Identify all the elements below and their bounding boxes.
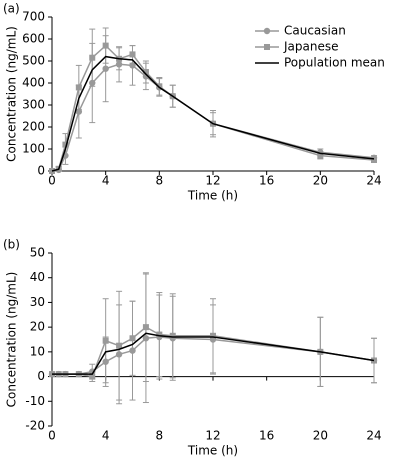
point <box>102 42 109 49</box>
x-tick-label: 24 <box>366 429 381 443</box>
y-axis-label: Concentration (ng/mL) <box>5 26 19 162</box>
point <box>62 141 69 148</box>
point <box>75 108 83 115</box>
point <box>317 152 324 159</box>
legend-marker <box>263 27 271 35</box>
point <box>169 332 176 339</box>
y-tick-label: -20 <box>25 419 45 433</box>
x-tick-label: 8 <box>156 174 164 188</box>
point <box>371 157 377 163</box>
y-tick-label: 700 <box>22 10 45 24</box>
point <box>156 83 163 90</box>
point <box>129 62 136 69</box>
legend-label: Caucasian <box>284 24 346 38</box>
point <box>142 335 150 342</box>
legend-label: Population mean <box>284 56 385 70</box>
point <box>89 373 96 380</box>
panel-label: (b) <box>3 238 20 252</box>
x-tick-label: 16 <box>259 429 274 443</box>
point <box>156 331 163 338</box>
y-tick-label: 300 <box>22 98 45 112</box>
y-tick-label: 400 <box>22 76 45 90</box>
y-tick-label: 10 <box>30 344 45 358</box>
y-tick-label: 30 <box>30 295 45 309</box>
y-axis-label: Concentration (ng/mL) <box>5 272 19 408</box>
point <box>115 351 123 358</box>
series-line <box>51 55 375 172</box>
point <box>129 335 136 342</box>
x-tick-label: 20 <box>313 429 328 443</box>
x-tick-label: 4 <box>102 174 110 188</box>
point <box>102 358 109 365</box>
point <box>89 79 96 87</box>
y-tick-label: 500 <box>22 54 45 68</box>
point <box>89 54 96 61</box>
series-line <box>52 332 375 375</box>
x-tick-label: 12 <box>205 174 220 188</box>
y-tick-label: -10 <box>25 394 45 408</box>
x-tick-label: 16 <box>259 174 274 188</box>
x-tick-label: 0 <box>48 174 56 188</box>
y-tick-label: 20 <box>30 320 45 334</box>
point <box>102 65 109 72</box>
point <box>210 332 216 339</box>
point <box>115 61 123 68</box>
x-tick-label: 20 <box>313 174 328 188</box>
point <box>142 324 149 331</box>
x-tick-label: 12 <box>205 429 220 443</box>
point <box>75 84 82 91</box>
y-tick-label: 0 <box>37 369 45 383</box>
y-tick-label: 200 <box>22 120 45 134</box>
x-tick-label: 24 <box>366 174 381 188</box>
y-tick-label: 50 <box>30 246 45 260</box>
legend-marker <box>264 44 270 50</box>
x-axis-label: Time (h) <box>187 444 238 458</box>
legend-label: Japanese <box>283 40 339 54</box>
point <box>129 51 136 58</box>
y-tick-label: 100 <box>22 142 45 156</box>
y-tick-label: 40 <box>30 270 45 284</box>
y-tick-label: 600 <box>22 32 45 46</box>
point <box>142 69 149 75</box>
x-axis-label: Time (h) <box>187 189 238 203</box>
y-tick-label: 0 <box>37 164 45 178</box>
x-tick-label: 8 <box>156 429 164 443</box>
x-tick-label: 0 <box>48 429 56 443</box>
point <box>116 342 123 349</box>
x-tick-label: 4 <box>102 429 110 443</box>
panel-label: (a) <box>3 2 20 16</box>
point <box>129 347 136 354</box>
point <box>102 337 109 344</box>
